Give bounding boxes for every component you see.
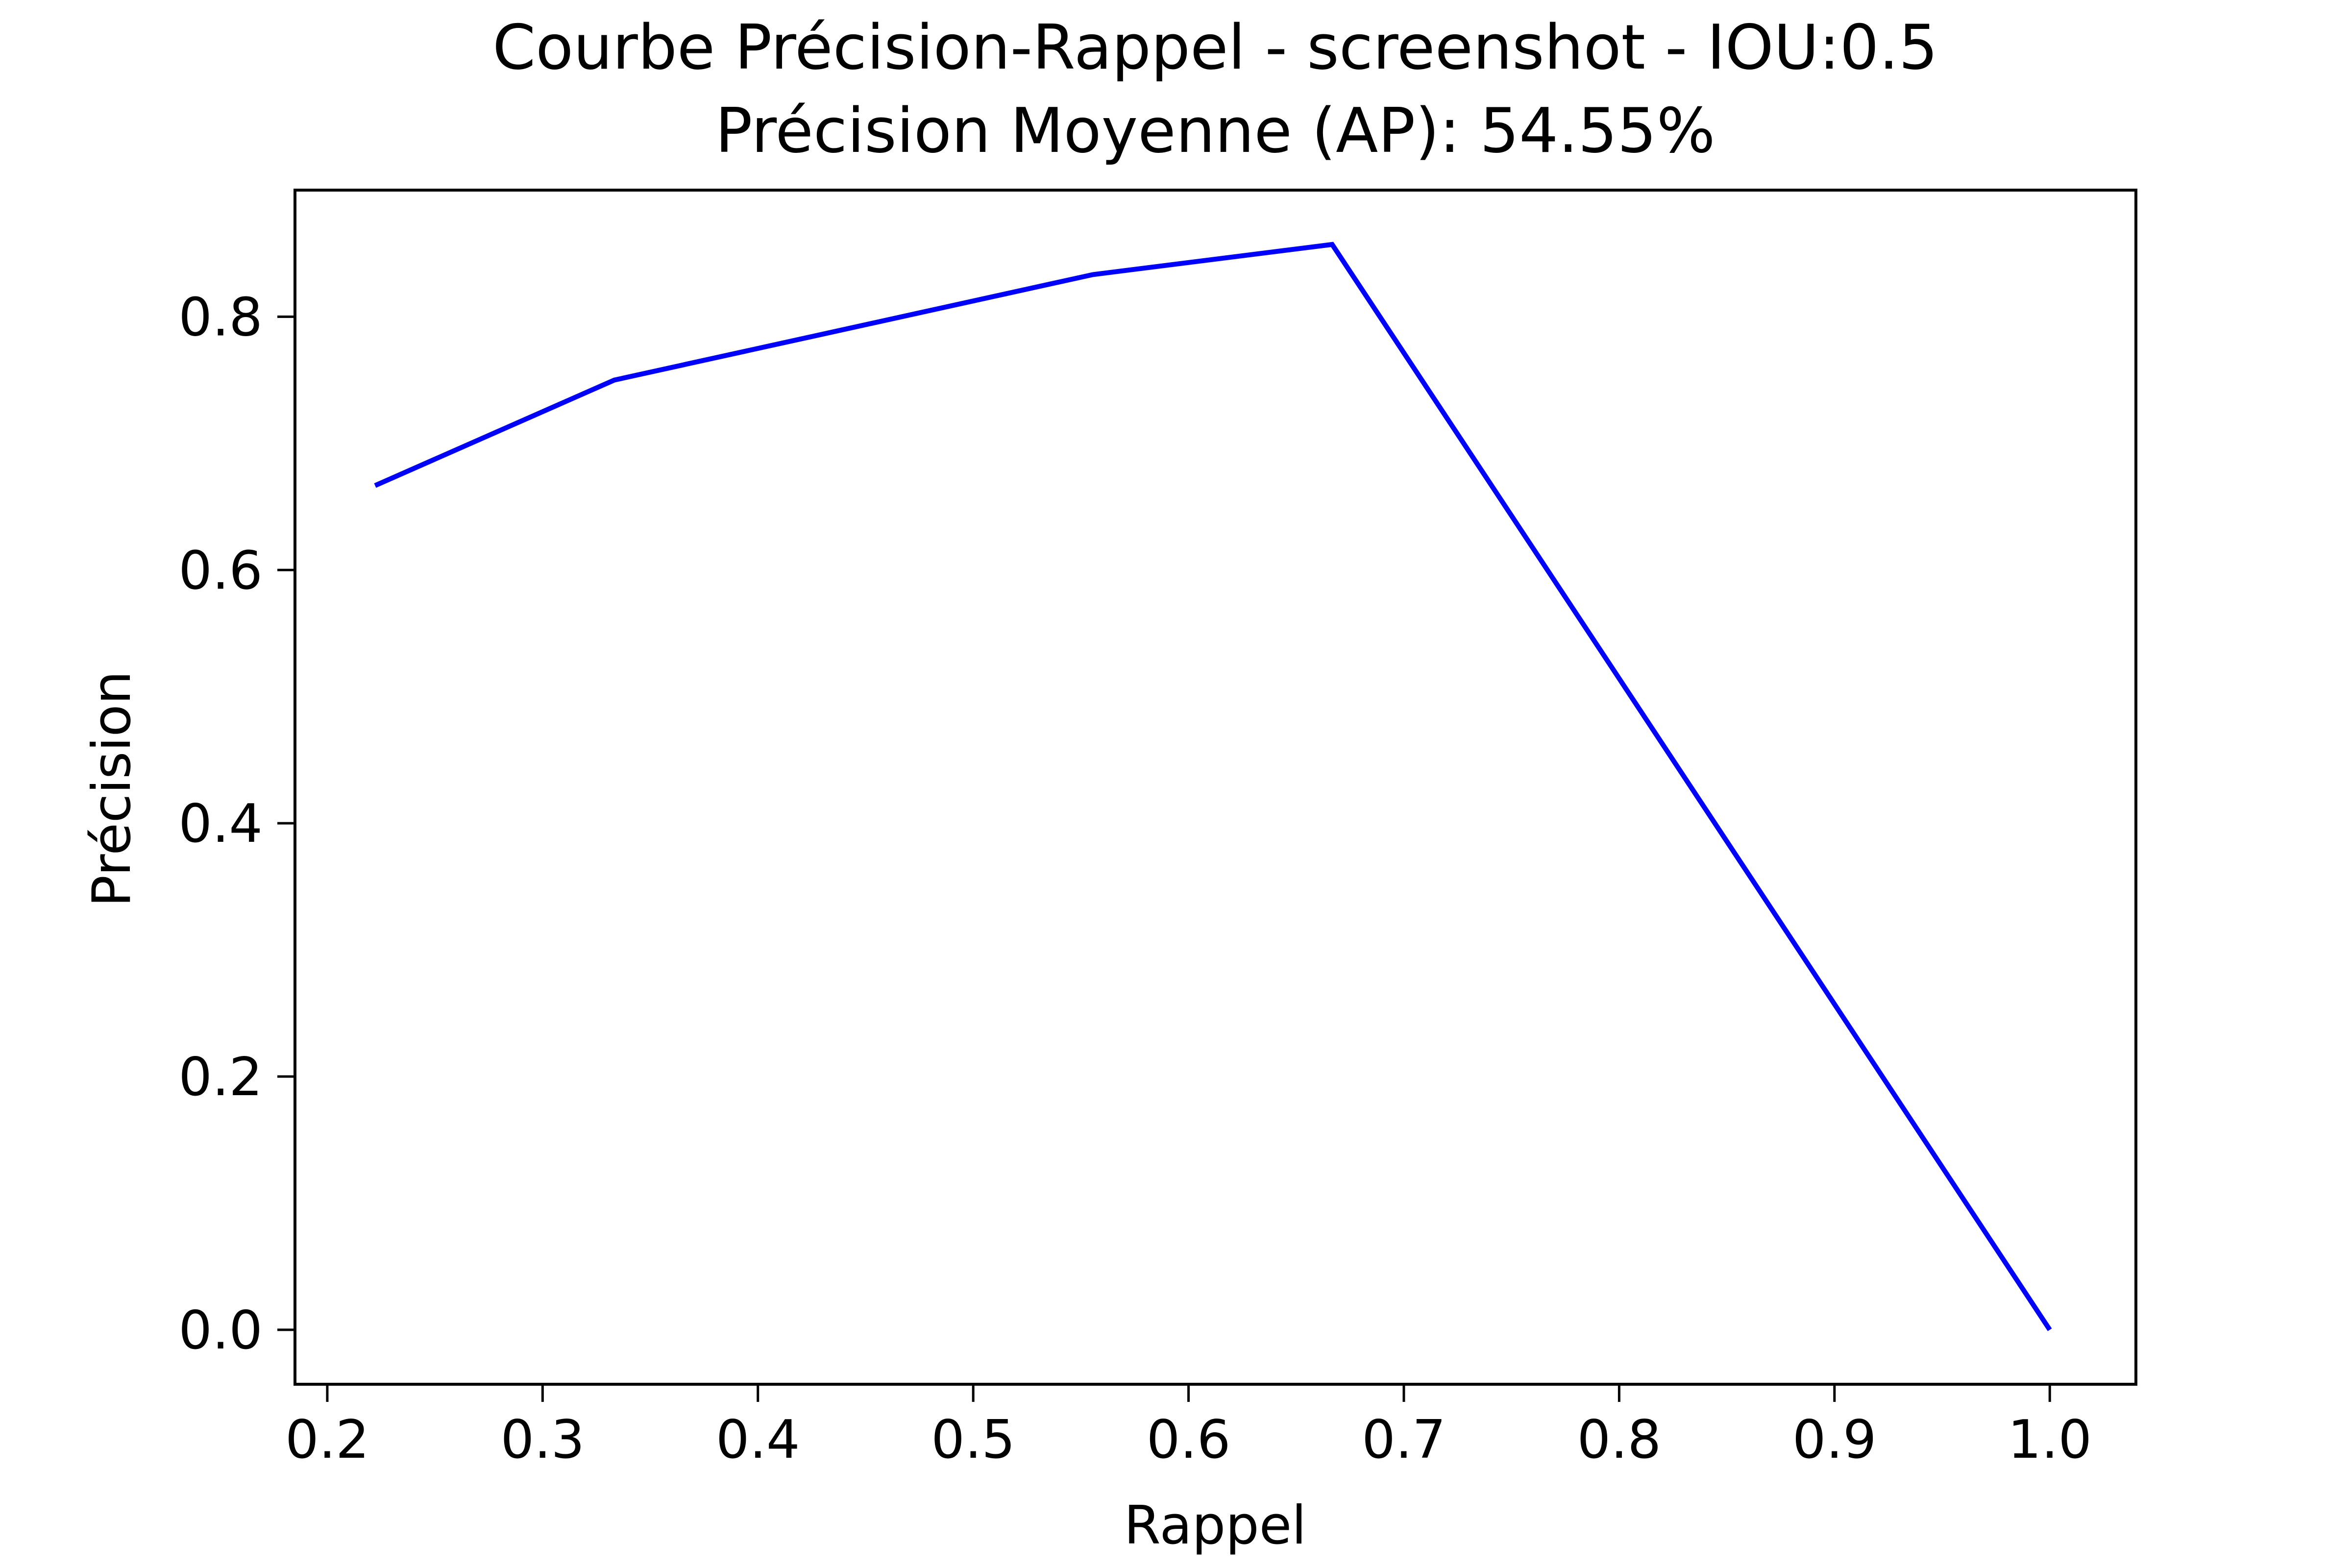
y-tick-label: 0.2: [178, 1047, 263, 1108]
chart-subtitle: Précision Moyenne (AP): 54.55%: [715, 95, 1715, 167]
plot-area-frame: [294, 189, 2137, 1386]
y-axis-ticks: 0.0 0.2 0.4 0.6 0.8: [178, 287, 295, 1361]
chart-title: Courbe Précision-Rappel - screenshot - I…: [492, 11, 1938, 83]
x-tick-label: 0.5: [931, 1409, 1015, 1470]
x-axis-ticks: 0.2 0.3 0.4 0.5 0.6 0.7 0.8 0.9 1.0: [285, 1384, 2092, 1470]
y-tick-label: 0.4: [178, 793, 263, 855]
x-tick-label: 0.8: [1577, 1409, 1662, 1470]
x-tick-label: 0.4: [716, 1409, 800, 1470]
x-tick-label: 0.6: [1147, 1409, 1231, 1470]
series-layer: [374, 242, 2052, 1331]
x-tick-label: 0.2: [285, 1409, 369, 1470]
x-tick-label: 0.3: [500, 1409, 585, 1470]
y-axis-label: Précision: [81, 671, 143, 907]
y-tick-label: 0.0: [178, 1300, 263, 1361]
x-tick-label: 1.0: [2008, 1409, 2092, 1470]
x-tick-label: 0.9: [1792, 1409, 1877, 1470]
x-tick-label: 0.7: [1362, 1409, 1446, 1470]
y-tick-label: 0.6: [178, 540, 263, 601]
x-axis-label: Rappel: [1124, 1495, 1306, 1556]
y-tick-label: 0.8: [178, 287, 263, 348]
precision-recall-line: [374, 242, 2052, 1331]
